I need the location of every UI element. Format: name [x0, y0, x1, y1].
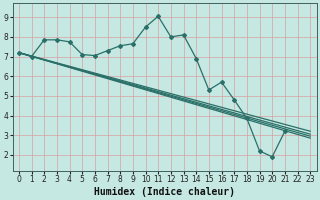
X-axis label: Humidex (Indice chaleur): Humidex (Indice chaleur)	[94, 186, 235, 197]
